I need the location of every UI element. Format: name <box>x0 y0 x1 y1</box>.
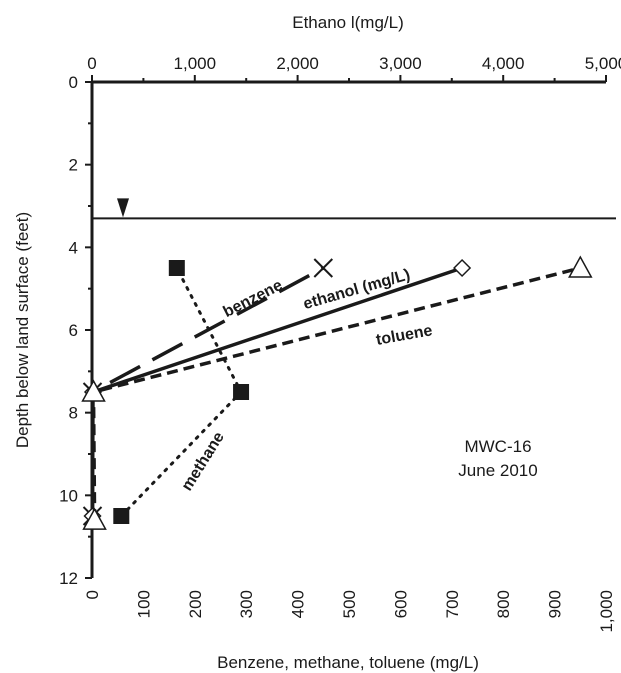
bottom-tick-label: 1,000 <box>597 590 616 633</box>
y-tick-label: 0 <box>69 73 78 92</box>
toluene-point <box>82 507 107 530</box>
y-axis-title: Depth below land surface (feet) <box>13 212 32 448</box>
top-tick-label: 3,000 <box>379 54 422 73</box>
bottom-tick-label: 0 <box>83 590 102 599</box>
bottom-tick-label: 400 <box>289 590 308 618</box>
y-tick-label: 12 <box>59 569 78 588</box>
methane-point <box>113 508 130 524</box>
tick-labels: 0 2 4 6 8 10 12 0 1,000 2,000 3,000 4,000 5,000 0 100 2… <box>59 54 621 633</box>
bottom-tick-label: 200 <box>186 590 205 618</box>
top-axis-title: Ethano l(mg/L) <box>292 13 404 32</box>
y-tick-label: 2 <box>69 156 78 175</box>
top-tick-label: 1,000 <box>174 54 217 73</box>
ethanol-point <box>453 258 472 278</box>
y-tick-label: 6 <box>69 321 78 340</box>
ethanol-series-line <box>90 266 463 517</box>
axes-layer <box>85 75 607 579</box>
methane-label: methane <box>179 429 228 494</box>
y-tick-label: 10 <box>59 486 78 505</box>
y-tick-label: 8 <box>69 404 78 423</box>
benzene-label: benzene <box>221 277 286 321</box>
bottom-tick-label: 700 <box>443 590 462 618</box>
top-tick-label: 0 <box>87 54 96 73</box>
well-id-label: MWC-16 <box>464 437 531 456</box>
bottom-tick-label: 600 <box>391 590 410 618</box>
bottom-tick-label: 500 <box>340 590 359 618</box>
bottom-tick-label: 300 <box>237 590 256 618</box>
methane-point <box>233 384 250 400</box>
water-table <box>92 198 616 220</box>
water-table-marker <box>117 198 129 218</box>
top-tick-label: 2,000 <box>276 54 319 73</box>
toluene-point <box>568 255 593 278</box>
date-label: June 2010 <box>458 461 537 480</box>
toluene-point <box>81 379 106 402</box>
top-tick-label: 4,000 <box>482 54 525 73</box>
methane-point <box>168 260 185 276</box>
top-tick-label: 5,000 <box>585 54 621 73</box>
y-tick-label: 4 <box>69 238 78 257</box>
bottom-axis-title: Benzene, methane, toluene (mg/L) <box>217 653 479 672</box>
toluene-series-line <box>91 266 581 521</box>
toluene-label: toluene <box>375 322 434 349</box>
benzene-point <box>313 258 334 278</box>
bottom-tick-label: 800 <box>494 590 513 618</box>
bottom-tick-label: 100 <box>134 590 153 618</box>
bottom-tick-label: 900 <box>546 590 565 618</box>
benzene-series-line <box>90 266 325 516</box>
series-layer <box>81 255 593 530</box>
